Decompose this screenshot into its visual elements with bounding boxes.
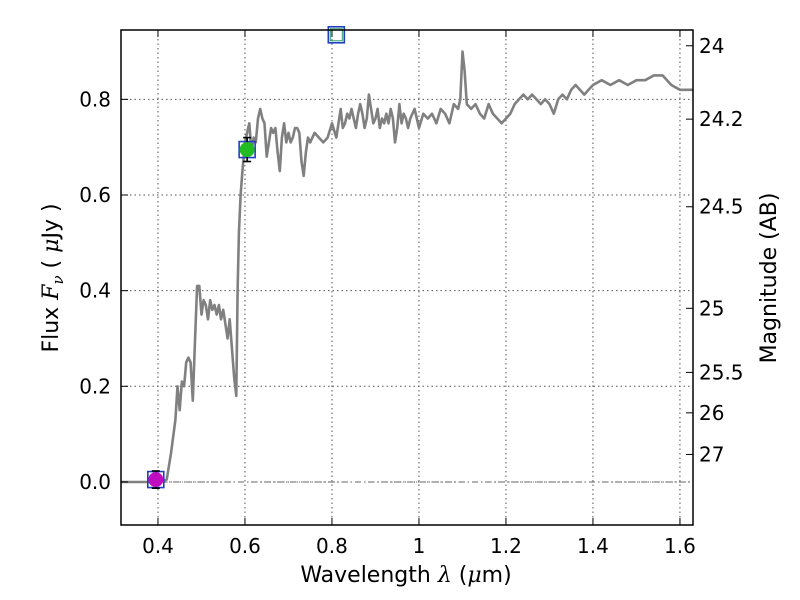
observed-photometry-point: [148, 472, 164, 488]
y-tick-label: 0.4: [79, 279, 111, 303]
mag-tick-label: 24.5: [699, 195, 744, 219]
x-tick-label: 0.8: [316, 534, 348, 558]
photometry-points: [146, 25, 346, 489]
x-tick-label: 1.4: [577, 534, 609, 558]
x-axis-label: Wavelength λ (μm): [300, 563, 511, 588]
y-tick-label: 0.2: [79, 374, 111, 398]
series-model-spectrum: [121, 50, 693, 484]
mag-tick-label: 24: [699, 34, 724, 58]
x-tick-label: 1.6: [664, 534, 696, 558]
mag-tick-label: 25: [699, 296, 724, 320]
x-tick-label: 1.2: [490, 534, 522, 558]
axis-ticks: [121, 30, 693, 525]
observed-photometry-point: [239, 142, 255, 158]
tick-labels: 0.4 0.6 0.8 1 1.2 1.4 1.6 0.0 0.2 0.4 0.6 0.8 24 24.2…: [79, 34, 743, 558]
mag-tick-label: 26: [699, 401, 724, 425]
mag-tick-label: 24.2: [699, 107, 744, 131]
y-axis-label: Flux Fν ( μJy ): [39, 203, 67, 352]
mag-tick-label: 27: [699, 442, 724, 466]
mag-tick-label: 25.5: [699, 360, 744, 384]
model-photometry-square-inner: [329, 28, 343, 42]
model-photometry-square: [327, 25, 346, 44]
y-tick-label: 0.8: [79, 87, 111, 111]
grid-lines: [121, 30, 693, 525]
y2-axis-label: Magnitude (AB): [757, 193, 782, 364]
x-tick-label: 0.6: [229, 534, 261, 558]
y-tick-label: 0.0: [79, 470, 111, 494]
y-tick-label: 0.6: [79, 183, 111, 207]
x-tick-label: 0.4: [142, 534, 174, 558]
plot-frame: [120, 29, 694, 526]
x-tick-label: 1: [413, 534, 426, 558]
